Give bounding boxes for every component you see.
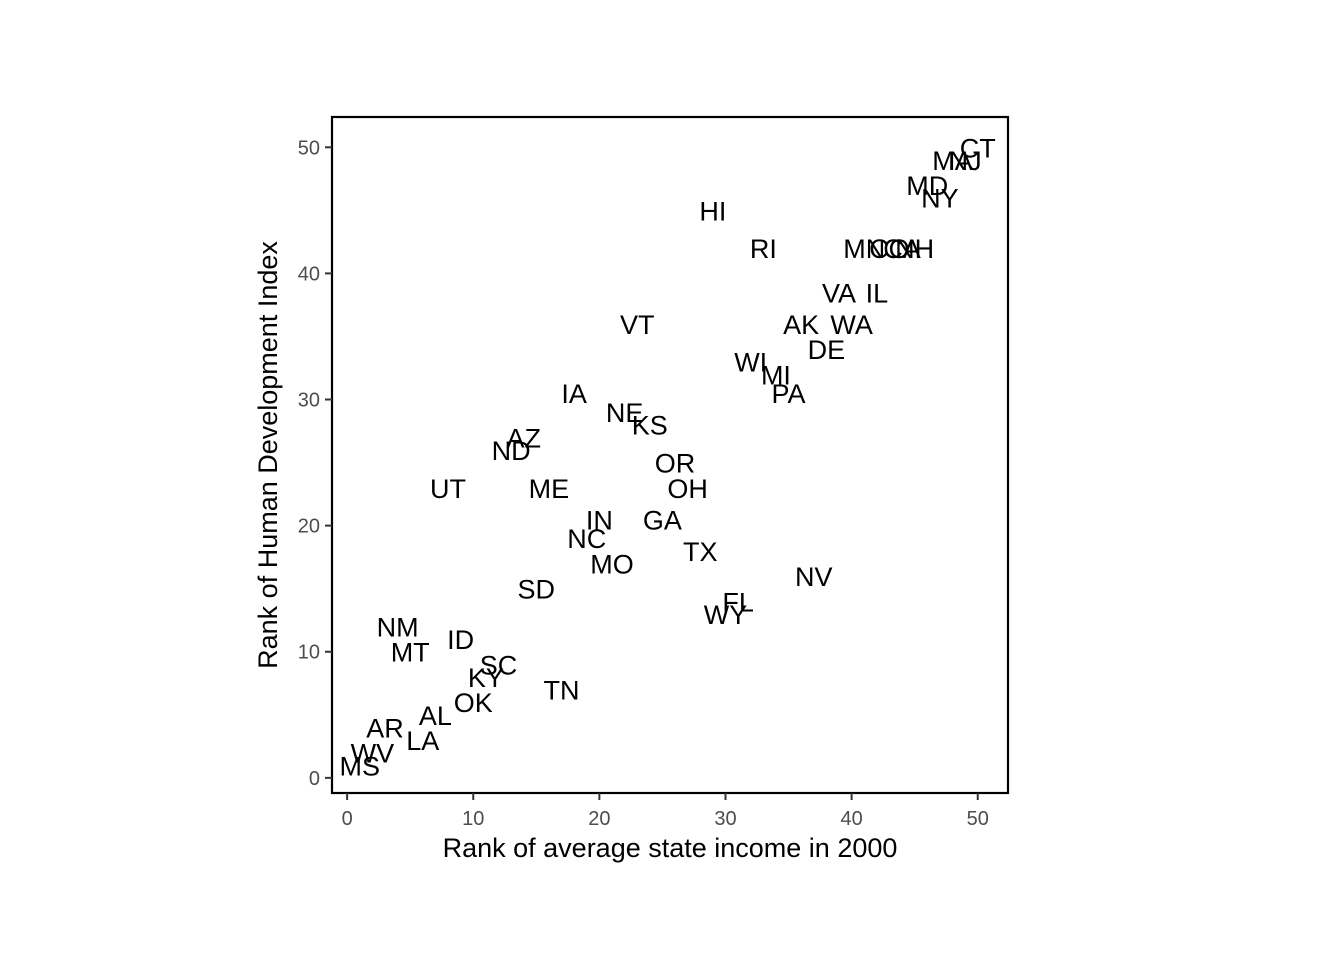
x-tick-label: 20 [588,808,610,830]
y-tick-label: 20 [298,516,320,538]
point-label-oh: OH [667,474,708,504]
point-label-nh: NH [895,234,934,264]
y-tick-label: 30 [298,390,320,412]
point-label-ok: OK [454,688,493,718]
point-label-vt: VT [620,310,655,340]
point-label-me: ME [529,474,570,504]
point-label-ri: RI [750,234,777,264]
point-label-wy: WY [704,600,748,630]
x-axis: 0 10 20 30 40 50 [342,793,989,830]
point-label-ky: KY [468,663,504,693]
point-label-ny: NY [921,184,959,214]
x-tick-label: 40 [840,808,862,830]
point-label-mi: MI [761,360,791,390]
point-label-ca: CA [883,234,921,264]
point-label-ia: IA [561,379,587,409]
point-label-nj: NJ [949,146,982,176]
point-label-ak: AK [783,310,819,340]
point-label-wv: WV [351,739,395,769]
y-tick-label: 40 [298,263,320,285]
point-label-la: LA [406,726,439,756]
y-axis: 0 10 20 30 40 50 [298,137,332,790]
point-label-or: OR [655,449,696,479]
point-label-al: AL [419,701,452,731]
point-label-ut: UT [430,474,466,504]
point-label-va: VA [822,278,856,308]
point-label-tx: TX [683,537,718,567]
point-label-az: AZ [506,423,541,453]
point-label-wa: WA [830,310,873,340]
point-label-ga: GA [643,505,682,535]
point-label-sc: SC [480,650,518,680]
point-label-sd: SD [518,575,556,605]
point-label-ne: NE [606,398,644,428]
point-label-mt: MT [391,638,430,668]
point-label-co: CO [869,234,910,264]
point-label-fl: FL [722,587,754,617]
point-label-il: IL [866,278,889,308]
point-label-ks: KS [632,411,668,441]
point-label-pa: PA [772,379,806,409]
y-tick-label: 0 [309,768,320,790]
point-label-de: DE [808,335,846,365]
point-label-mo: MO [590,549,634,579]
point-label-nm: NM [377,613,419,643]
point-label-tn: TN [544,676,580,706]
point-label-md: MD [906,171,948,201]
point-label-nc: NC [567,524,606,554]
point-label-hi: HI [699,196,726,226]
point-label-ma: MA [932,146,973,176]
point-label-mn: MN [843,234,885,264]
point-label-nd: ND [492,436,531,466]
point-label-ar: AR [366,713,404,743]
y-tick-label: 10 [298,642,320,664]
point-label-id: ID [447,625,474,655]
point-label-ct: CT [960,133,996,163]
x-tick-label: 50 [967,808,989,830]
x-tick-label: 10 [462,808,484,830]
point-label-nv: NV [795,562,833,592]
point-label-ms: MS [339,751,380,781]
x-axis-title: Rank of average state income in 2000 [443,833,898,863]
x-tick-label: 30 [714,808,736,830]
point-label-wi: WI [734,348,767,378]
y-axis-title: Rank of Human Development Index [253,241,283,669]
panel-border [330,115,1010,795]
x-tick-label: 0 [342,808,353,830]
y-tick-label: 50 [298,137,320,159]
point-label-in: IN [586,505,613,535]
